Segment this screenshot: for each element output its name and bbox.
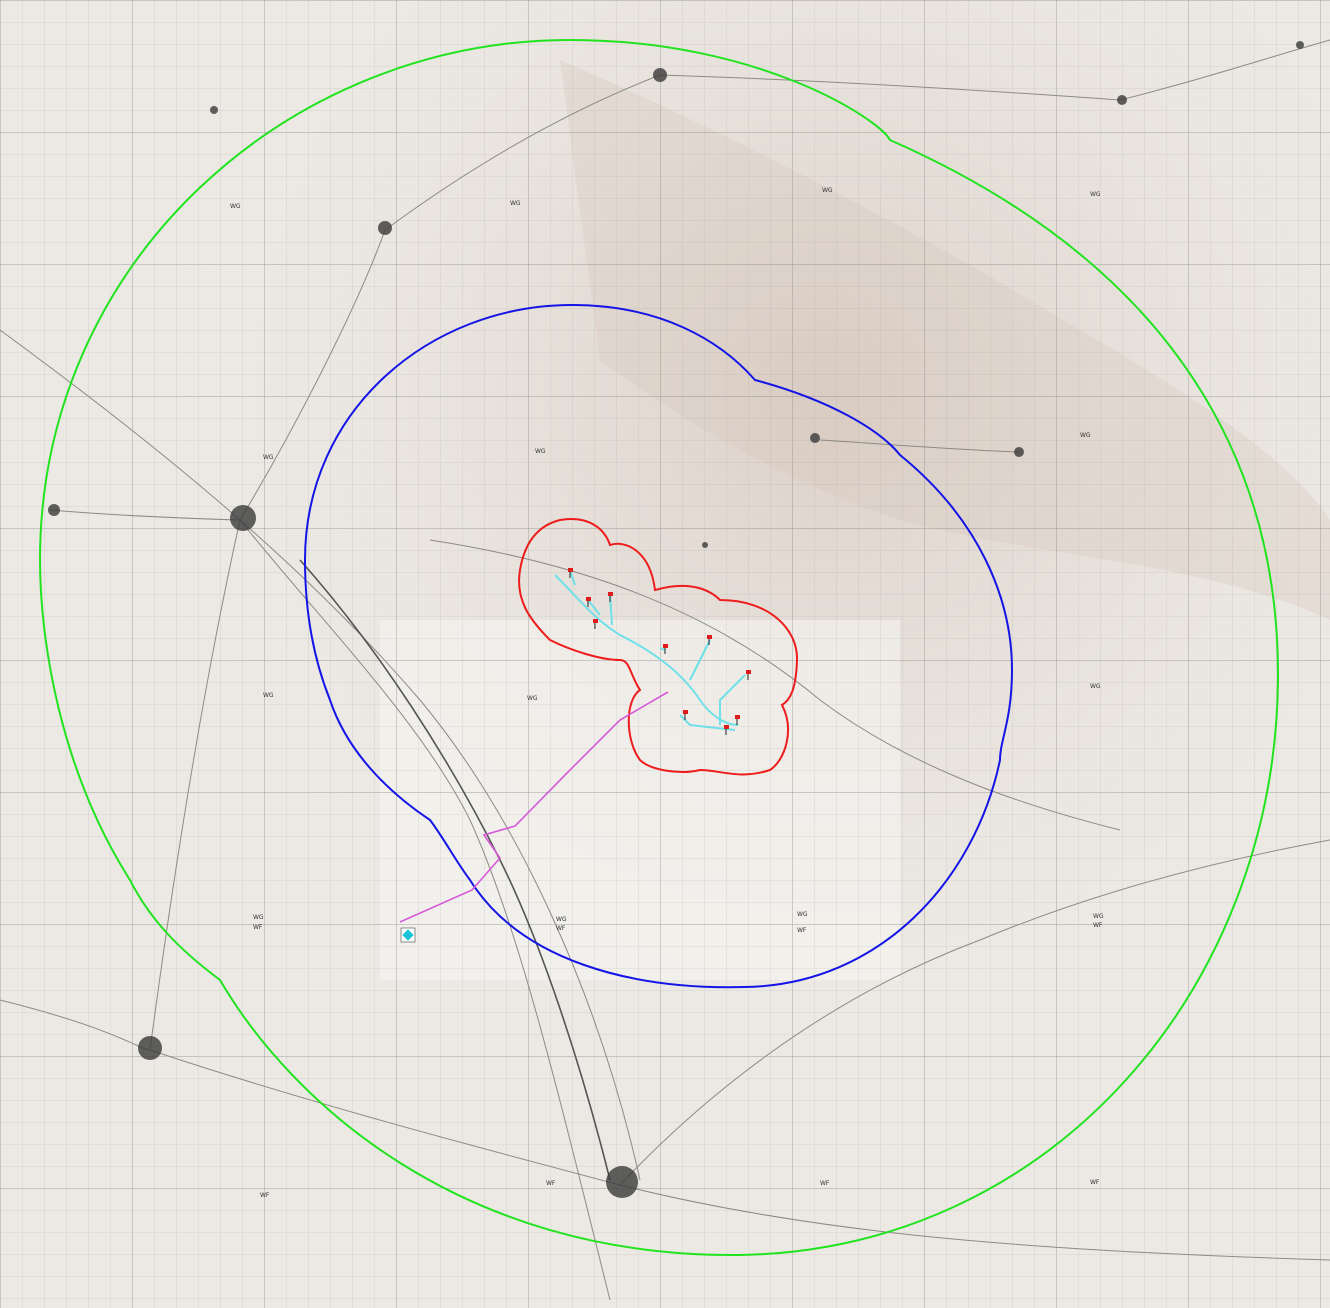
turbine-icon[interactable] <box>663 644 668 654</box>
turbine-icon[interactable] <box>593 619 598 629</box>
turbine-icon[interactable] <box>724 725 729 735</box>
cable-route[interactable] <box>399 691 669 923</box>
grid-label: WG <box>822 187 833 194</box>
grid-label: WF <box>260 1192 270 1199</box>
grid-label: WG <box>230 203 241 210</box>
turbine-icon[interactable] <box>608 592 613 602</box>
grid-label: WF <box>253 924 263 931</box>
grid-label: WG <box>797 911 808 918</box>
rail-line <box>299 559 611 1181</box>
grid-label: WG <box>1080 432 1091 439</box>
inner-buffer-ring[interactable] <box>518 518 799 776</box>
turbine-icon[interactable] <box>746 670 751 680</box>
grid-label: WG <box>1090 683 1101 690</box>
turbine-icon[interactable] <box>707 635 712 645</box>
middle-buffer-ring[interactable] <box>303 303 1014 989</box>
grid-label: WG <box>556 916 567 923</box>
turbine-markers[interactable] <box>568 568 751 735</box>
grid-label: WG <box>1093 913 1104 920</box>
grid-label: WG <box>510 200 521 207</box>
grid-label: WF <box>797 927 807 934</box>
road-network <box>0 39 1330 1301</box>
substation-icon[interactable] <box>400 927 416 943</box>
turbine-icon[interactable] <box>683 710 688 720</box>
grid-label: WF <box>556 925 566 932</box>
grid-label: WF <box>1090 1179 1100 1186</box>
turbine-icon[interactable] <box>568 568 573 578</box>
grid-label: WG <box>253 914 264 921</box>
collector-cable-network[interactable] <box>554 569 746 731</box>
town-icon <box>48 41 1304 1198</box>
turbine-icon[interactable] <box>586 597 591 607</box>
grid-label: WG <box>263 692 274 699</box>
turbine-icon[interactable] <box>735 715 740 725</box>
grid-label: WG <box>535 448 546 455</box>
grid-label: WG <box>1090 191 1101 198</box>
grid-sheet-labels: WG WG WG WG WG WG WG WG WG WG WG WF WG W… <box>230 187 1104 1199</box>
grid-label: WF <box>546 1180 556 1187</box>
grid-label: WF <box>1093 922 1103 929</box>
grid-label: WG <box>527 695 538 702</box>
grid-label: WF <box>820 1180 830 1187</box>
grid-label: WG <box>263 454 274 461</box>
outer-buffer-ring[interactable] <box>38 38 1280 1257</box>
